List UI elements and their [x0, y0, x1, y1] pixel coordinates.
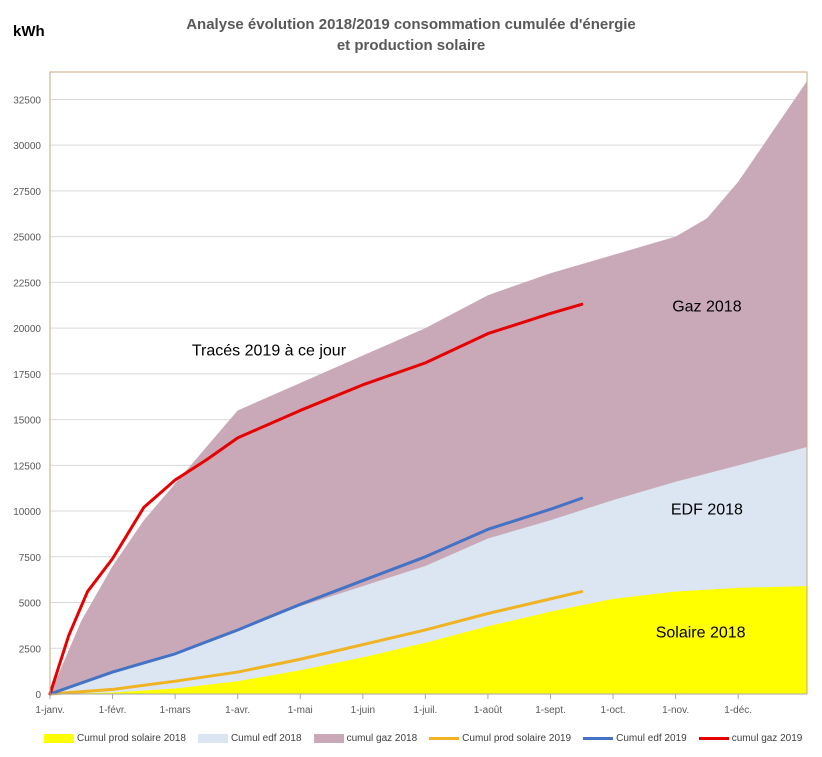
legend-item-cumul-gaz-2018: cumul gaz 2018	[313, 732, 418, 744]
chart-title: Analyse évolution 2018/2019 consommation…	[0, 14, 822, 56]
y-tick-label: 7500	[19, 553, 42, 564]
x-tick-label: 1-déc.	[724, 705, 752, 716]
line-cumul-gaz-2019	[48, 302, 584, 696]
x-tick-label: 1-sept.	[535, 705, 566, 716]
legend-item-cumul-edf-2019: Cumul edf 2019	[583, 733, 687, 744]
x-tick-label: 1-avr.	[225, 705, 250, 716]
annotation-edf-2018: EDF 2018	[671, 502, 743, 519]
y-tick-label: 17500	[13, 370, 41, 381]
chart-title-line-2: et production solaire	[336, 37, 486, 54]
y-tick-label: 0	[35, 690, 41, 701]
y-tick-label: 5000	[19, 599, 42, 610]
y-tick-label: 2500	[19, 644, 42, 655]
x-tick-label: 1-juil.	[413, 705, 437, 716]
legend-label: cumul gaz 2019	[731, 732, 803, 744]
legend-item-cumul-edf-2018: Cumul edf 2018	[197, 732, 302, 744]
legend-swatch	[313, 733, 344, 743]
annotation-solaire-2018: Solaire 2018	[656, 624, 746, 641]
annotation-gaz-2018: Gaz 2018	[672, 299, 741, 316]
legend-item-cumul-gaz-2019: cumul gaz 2019	[698, 732, 803, 744]
y-tick-label: 15000	[13, 416, 41, 427]
x-tick-label: 1-juin	[351, 705, 375, 716]
chart-title-line-1: Analyse évolution 2018/2019 consommation…	[186, 16, 636, 33]
legend-label: Cumul prod solaire 2019	[462, 732, 572, 744]
y-tick-label: 22500	[13, 278, 41, 289]
y-tick-label: 25000	[13, 233, 41, 244]
axes: 0 2500 5000 7500 10000 12500 15000 17500 20000 22…	[13, 95, 807, 716]
y-tick-label: 10000	[13, 507, 41, 518]
legend-item-cumul-prod-solaire-2018: Cumul prod solaire 2018	[44, 733, 186, 744]
legend-swatch	[583, 736, 614, 740]
area-series-layer	[50, 81, 807, 695]
line-cumul-prod-solaire-2019	[48, 590, 584, 696]
y-tick-label: 12500	[13, 461, 41, 472]
y-tick-label: 20000	[13, 324, 41, 335]
y-tick-label: 27500	[13, 187, 41, 198]
annotations: Tracés 2019 à ce jour Gaz 2018 EDF 2018 Sol…	[192, 299, 746, 642]
legend-swatch	[698, 736, 729, 740]
legend-swatch	[44, 733, 74, 743]
area-cumul-prod-solaire-2018	[50, 586, 807, 694]
legend-label: cumul gaz 2018	[346, 732, 418, 744]
legend-label: Cumul edf 2019	[616, 732, 687, 744]
y-tick-label: 32500	[13, 95, 41, 106]
legend: Cumul prod solaire 2018 Cumul edf 2018 cum…	[44, 730, 814, 746]
legend-label: Cumul prod solaire 2018	[77, 732, 186, 744]
x-tick-label: 1-mai	[288, 705, 313, 716]
line-series-layer	[48, 302, 584, 696]
y-tick-label: 30000	[13, 141, 41, 152]
y-axis-unit-label: kWh	[13, 23, 45, 40]
x-tick-label: 1-août	[474, 705, 503, 716]
x-tick-label: 1-janv.	[35, 705, 64, 716]
line-cumul-edf-2019	[48, 496, 584, 696]
legend-item-cumul-prod-solaire-2019: Cumul prod solaire 2019	[429, 733, 571, 744]
legend-swatch	[429, 736, 460, 740]
x-tick-label: 1-nov.	[662, 705, 689, 716]
x-tick-label: 1-oct.	[601, 705, 626, 716]
legend-swatch	[197, 733, 228, 743]
x-tick-label: 1-mars	[160, 705, 191, 716]
annotation-traces-2019-a-ce-jour: Tracés 2019 à ce jour	[192, 343, 347, 360]
legend-label: Cumul edf 2018	[230, 732, 302, 744]
x-tick-label: 1-févr.	[99, 705, 127, 716]
